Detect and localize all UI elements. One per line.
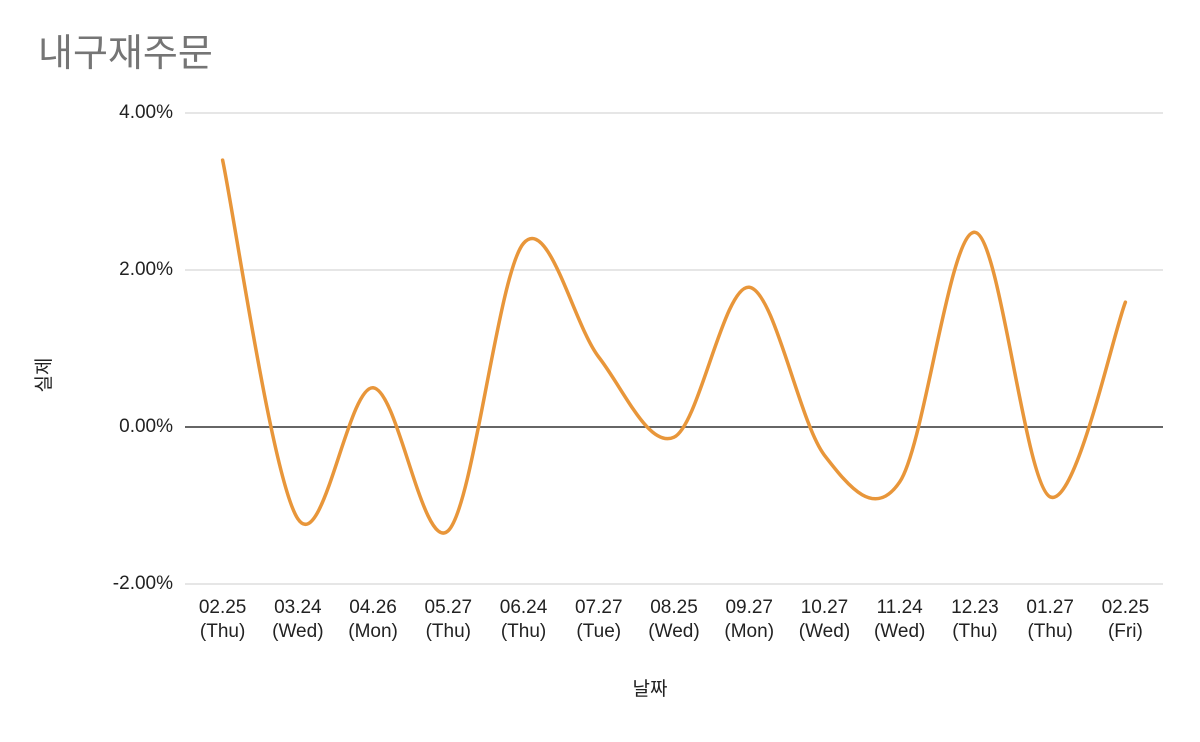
x-tick-label: 11.24 (Wed) (874, 597, 925, 642)
x-tick-label: 08.25 (Wed) (648, 597, 699, 642)
x-tick-label: 07.27 (Tue) (575, 597, 623, 642)
x-tick-label: 02.25 (Thu) (199, 597, 247, 642)
chart-title: 내구재주문 (38, 33, 213, 75)
y-axis-label: 실제 (33, 358, 55, 393)
y-tick-label: 0.00% (119, 416, 173, 437)
x-tick-label: 09.27 (Mon) (724, 597, 774, 642)
x-tick-label: 01.27 (Thu) (1026, 597, 1074, 642)
x-tick-label: 02.25 (Fri) (1102, 597, 1150, 642)
y-tick-label: 4.00% (119, 102, 173, 123)
x-tick-label: 03.24 (Wed) (272, 597, 323, 642)
y-tick-label: -2.00% (113, 573, 173, 594)
x-tick-label: 12.23 (Thu) (951, 597, 999, 642)
x-tick-label: 10.27 (Wed) (799, 597, 850, 642)
data-line (220, 158, 1128, 535)
x-tick-label: 06.24 (Thu) (500, 597, 548, 642)
x-tick-label: 05.27 (Thu) (425, 597, 473, 642)
x-tick-label: 04.26 (Mon) (348, 597, 398, 642)
y-tick-label: 2.00% (119, 259, 173, 280)
x-axis-label: 날짜 (633, 678, 668, 700)
